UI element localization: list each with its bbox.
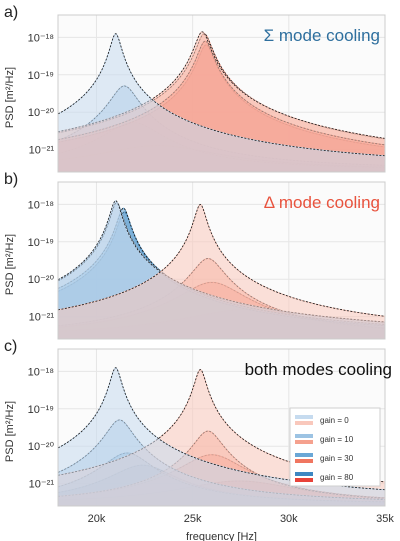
legend-label: gain = 10 xyxy=(320,435,354,444)
blue-gain-0-fit xyxy=(58,367,385,491)
legend-label: gain = 30 xyxy=(320,454,354,463)
legend-swatch-blue xyxy=(295,453,313,457)
y-axis-label: PSD [m²/Hz] xyxy=(4,67,16,128)
panel-1: 10⁻¹⁸ 10⁻¹⁹ 10⁻²⁰ 10⁻²¹ PSD [m²/Hz] a) Σ mode … xyxy=(4,4,386,173)
y-tick-label: 10⁻²⁰ xyxy=(28,274,55,286)
y-tick-label: 10⁻²¹ xyxy=(29,312,55,324)
y-tick-label: 10⁻¹⁸ xyxy=(28,32,54,44)
y-tick-label: 10⁻¹⁹ xyxy=(28,70,54,82)
panel-label: a) xyxy=(4,4,18,21)
panel-3: 10⁻¹⁸ 10⁻¹⁹ 10⁻²⁰ 10⁻²¹ PSD [m²/Hz] c) both mo… xyxy=(4,338,392,507)
y-tick-label: 10⁻²⁰ xyxy=(28,107,55,119)
red-gain-0-fit xyxy=(58,203,385,317)
panel-title: both modes cooling xyxy=(245,360,392,379)
legend-swatch-red xyxy=(295,421,313,425)
y-axis-label: PSD [m²/Hz] xyxy=(4,234,16,295)
blue-gain-0-fit xyxy=(58,33,385,157)
x-tick-label: 25k xyxy=(184,513,202,525)
y-tick-label: 10⁻¹⁸ xyxy=(28,199,54,211)
y-tick-label: 10⁻¹⁸ xyxy=(28,366,54,378)
panel-label: b) xyxy=(4,171,18,188)
x-axis-label: frequency [Hz] xyxy=(186,531,257,541)
y-tick-label: 10⁻¹⁹ xyxy=(28,404,54,416)
legend-swatch-blue xyxy=(295,434,313,438)
x-tick-label: 20k xyxy=(88,513,106,525)
panel-label: c) xyxy=(4,338,17,355)
y-axis-label: PSD [m²/Hz] xyxy=(4,401,16,462)
spectra xyxy=(58,31,385,172)
panel-title: Σ mode cooling xyxy=(264,26,380,45)
plot-frame xyxy=(57,181,386,340)
legend-swatch-red xyxy=(295,440,313,444)
y-tick-label: 10⁻²⁰ xyxy=(28,441,55,453)
legend-label: gain = 0 xyxy=(320,416,349,425)
legend: gain = 0 gain = 10 gain = 30 gain = 80 xyxy=(289,407,381,487)
plot-frame xyxy=(57,348,386,507)
x-tick-label: 30k xyxy=(280,513,298,525)
y-tick-label: 10⁻²¹ xyxy=(29,145,55,157)
panel-2: 10⁻¹⁸ 10⁻¹⁹ 10⁻²⁰ 10⁻²¹ PSD [m²/Hz] b) Δ mode … xyxy=(4,171,386,340)
legend-swatch-red xyxy=(295,478,313,482)
legend-swatch-red xyxy=(295,459,313,463)
legend-swatch-blue xyxy=(295,472,313,476)
legend-swatch-blue xyxy=(295,415,313,419)
legend-label: gain = 80 xyxy=(320,473,354,482)
plot-frame xyxy=(57,14,386,173)
y-tick-label: 10⁻²¹ xyxy=(29,479,55,491)
spectra xyxy=(58,200,385,339)
y-tick-label: 10⁻¹⁹ xyxy=(28,237,54,249)
panel-title: Δ mode cooling xyxy=(264,193,380,212)
x-tick-label: 35k xyxy=(376,513,394,525)
